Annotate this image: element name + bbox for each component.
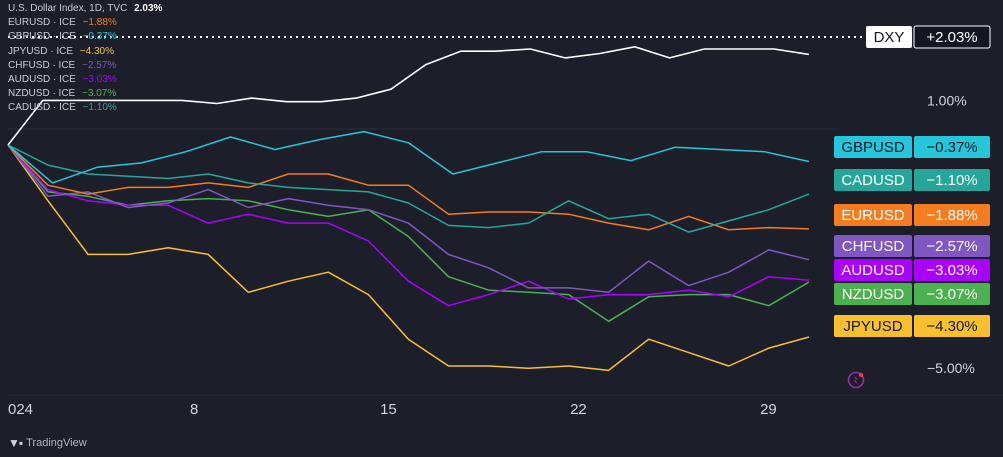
series-name-box (834, 315, 912, 337)
chart-legend: U.S. Dollar Index, 1D, TVC 2.03% EURUSD … (8, 2, 166, 116)
legend-value: −3.03% (82, 74, 117, 86)
series-label-jpyusd[interactable]: JPYUSD −4.30% (834, 315, 990, 337)
legend-label: CADUSD · ICE (8, 102, 76, 114)
series-value-text: −1.88% (926, 207, 977, 224)
series-value-text: −0.37% (926, 139, 977, 156)
x-tick-label: 22 (570, 401, 587, 418)
legend-value: −2.57% (82, 59, 117, 71)
series-name-text: JPYUSD (843, 318, 902, 335)
series-layer (7, 45, 810, 372)
series-value-text: −3.07% (926, 286, 977, 303)
legend-title-value: 2.03% (134, 3, 163, 14)
series-name-text: GBPUSD (841, 139, 905, 156)
series-value-box (914, 259, 990, 281)
series-value-box (914, 204, 990, 226)
series-name-box (834, 283, 912, 305)
legend-label: NZDUSD · ICE (8, 88, 76, 100)
legend-row-audusd[interactable]: AUDUSD · ICE −3.03% (8, 73, 166, 87)
series-line-cadusd[interactable] (7, 144, 810, 233)
series-label-audusd[interactable]: AUDUSD −3.03% (834, 259, 990, 281)
replay-icon[interactable] (847, 371, 865, 389)
legend-row-nzdusd[interactable]: NZDUSD · ICE −3.07% (8, 87, 166, 101)
series-label-nzdusd[interactable]: NZDUSD −3.07% (834, 283, 990, 305)
series-label-dxy[interactable]: DXY +2.03% (866, 25, 991, 49)
series-name-box (834, 204, 912, 226)
series-value-box (914, 136, 990, 158)
legend-label: EURUSD · ICE (8, 17, 76, 29)
series-value-text: +2.03% (926, 29, 977, 46)
legend-value: −3.07% (82, 88, 117, 100)
x-tick-label: 15 (380, 401, 397, 418)
x-tick-label: 29 (760, 401, 777, 418)
legend-title-row: U.S. Dollar Index, 1D, TVC 2.03% (8, 2, 166, 16)
series-line-audusd[interactable] (7, 144, 809, 307)
series-name-box (866, 26, 912, 48)
legend-value: −1.88% (82, 17, 117, 29)
series-label-gbpusd[interactable]: GBPUSD −0.37% (834, 136, 990, 158)
series-name-text: NZDUSD (842, 286, 905, 303)
series-label-cadusd[interactable]: CADUSD −1.10% (834, 169, 990, 191)
tradingview-brand[interactable]: ▼▪ TradingView (8, 436, 87, 450)
series-name-text: CADUSD (841, 172, 905, 189)
series-label-chfusd[interactable]: CHFUSD −2.57% (834, 235, 990, 257)
legend-row-chfusd[interactable]: CHFUSD · ICE −2.57% (8, 59, 166, 73)
series-line-chfusd[interactable] (7, 144, 810, 294)
x-tick-label: 024 (8, 401, 33, 418)
legend-row-cadusd[interactable]: CADUSD · ICE −1.10% (8, 101, 166, 115)
series-value-box (914, 169, 990, 191)
series-label-eurusd[interactable]: EURUSD −1.88% (834, 204, 990, 226)
y-tick-label: −5.00% (927, 360, 975, 376)
series-line-eurusd[interactable] (7, 144, 809, 231)
series-value-box (914, 283, 990, 305)
series-value-box (914, 315, 990, 337)
legend-value: −1.10% (82, 102, 117, 114)
legend-row-gbpusd[interactable]: GBPUSD · ICE −0.37% (8, 30, 166, 44)
legend-label: CHFUSD · ICE (8, 59, 76, 71)
series-name-box (834, 259, 912, 281)
brand-name: TradingView (26, 437, 87, 449)
series-labels: DXY +2.03% GBPUSD −0.37% CADUSD −1.10% EURUSD −… (834, 25, 991, 337)
series-value-text: −4.30% (926, 318, 977, 335)
legend-row-eurusd[interactable]: EURUSD · ICE −1.88% (8, 16, 166, 30)
series-name-box (834, 169, 912, 191)
series-line-jpyusd[interactable] (7, 144, 810, 372)
series-value-text: −2.57% (926, 238, 977, 255)
series-line-dxy[interactable] (7, 45, 810, 146)
series-value-text: −3.03% (926, 262, 977, 279)
series-name-text: CHFUSD (842, 238, 905, 255)
legend-title: U.S. Dollar Index, 1D, TVC (8, 3, 128, 14)
legend-label: AUDUSD · ICE (8, 74, 76, 86)
x-tick-label: 8 (190, 401, 198, 418)
series-name-text: DXY (874, 29, 905, 46)
series-value-box (914, 235, 990, 257)
legend-value: −4.30% (79, 45, 114, 57)
legend-label: JPYUSD · ICE (8, 45, 74, 57)
y-tick-label: 1.00% (927, 92, 967, 108)
legend-row-jpyusd[interactable]: JPYUSD · ICE −4.30% (8, 45, 166, 59)
series-name-box (834, 235, 912, 257)
series-name-text: EURUSD (841, 207, 905, 224)
legend-label: GBPUSD · ICE (8, 31, 76, 43)
legend-value: −0.37% (82, 31, 117, 43)
series-line-gbpusd[interactable] (7, 130, 810, 184)
series-value-text: −1.10% (926, 172, 977, 189)
series-value-box (913, 25, 991, 49)
x-axis: 024 8 15 22 29 (8, 401, 777, 418)
series-name-text: AUDUSD (841, 262, 905, 279)
series-name-box (834, 136, 912, 158)
tradingview-logo-icon: ▼▪ (8, 436, 23, 450)
series-line-nzdusd[interactable] (7, 144, 810, 323)
